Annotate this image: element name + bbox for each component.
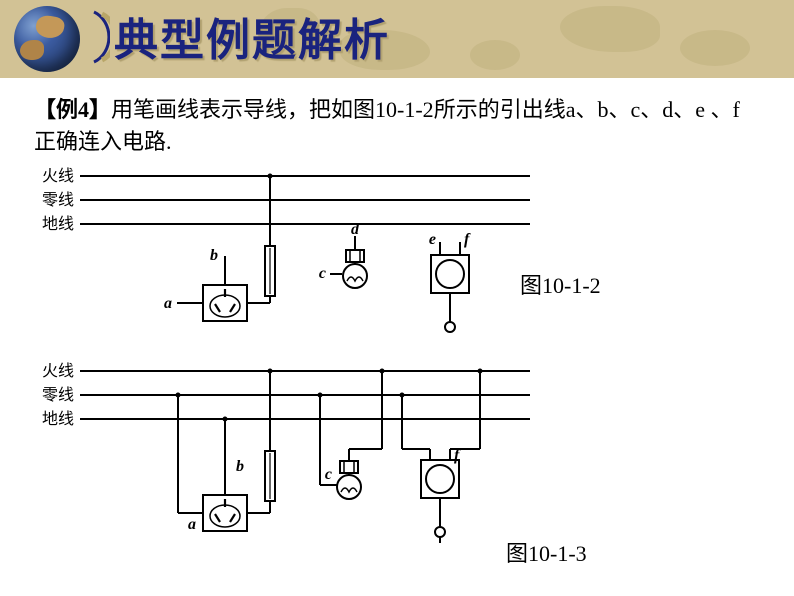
problem-text: 【例4】用笔画线表示导线，把如图10-1-2所示的引出线a、b、c、d、e 、f… bbox=[0, 78, 794, 166]
figure-label-bottom: 图10-1-3 bbox=[506, 536, 587, 568]
lead-b-2: b bbox=[236, 458, 244, 475]
figure-label-top: 图10-1-2 bbox=[520, 268, 601, 300]
map-decor bbox=[560, 6, 660, 52]
problem-prefix: 【例4】 bbox=[34, 97, 111, 122]
page-header: 典型例题解析 bbox=[0, 0, 794, 78]
map-decor bbox=[680, 30, 750, 66]
lead-f: f bbox=[464, 231, 471, 248]
problem-part1: 用笔画线表示导线，把如图 bbox=[111, 97, 375, 122]
circuit-diagrams: 火线 零线 地线 b a bbox=[20, 166, 560, 576]
globe-icon bbox=[14, 6, 80, 72]
lead-a: a bbox=[164, 295, 172, 312]
map-decor bbox=[470, 40, 520, 70]
lead-c: c bbox=[319, 265, 326, 282]
label-ground: 地线 bbox=[42, 215, 74, 233]
lead-c-2: c bbox=[325, 466, 332, 483]
title-separator-icon bbox=[88, 10, 110, 64]
problem-figref: 10-1-2 bbox=[375, 97, 434, 122]
label-neutral-2: 零线 bbox=[42, 386, 74, 404]
label-neutral: 零线 bbox=[42, 191, 74, 209]
lead-e: e bbox=[429, 231, 436, 248]
lead-b: b bbox=[210, 247, 218, 264]
label-ground-2: 地线 bbox=[42, 410, 74, 428]
page-title: 典型例题解析 bbox=[114, 4, 390, 68]
diagram-container: 火线 零线 地线 b a bbox=[0, 166, 794, 576]
lead-d: d bbox=[351, 221, 360, 238]
label-live: 火线 bbox=[42, 167, 74, 185]
label-live-2: 火线 bbox=[42, 362, 74, 380]
lead-a-2: a bbox=[188, 516, 196, 533]
